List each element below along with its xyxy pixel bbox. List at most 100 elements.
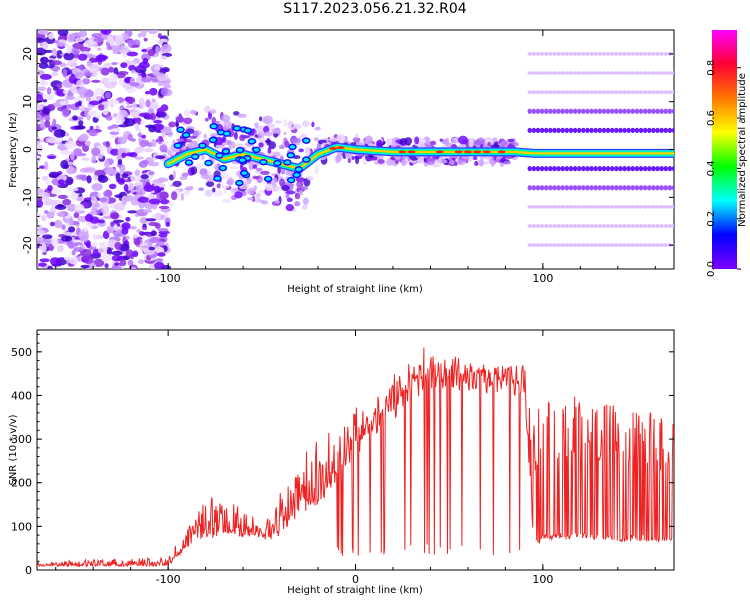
spectral-blob: [212, 187, 216, 193]
spectral-blob: [476, 137, 486, 145]
noise-blob: [70, 151, 75, 161]
noise-blob: [117, 159, 123, 165]
harmonic-mark: [585, 127, 590, 133]
harmonic-mark: [614, 205, 619, 209]
noise-blob: [147, 107, 155, 114]
x-tick-label: 100: [532, 272, 553, 285]
spectral-blob: [272, 151, 281, 158]
harmonic-mark: [544, 185, 549, 191]
harmonic-mark: [535, 71, 541, 75]
harmonic-mark: [560, 127, 565, 133]
harmonic-mark: [568, 166, 574, 172]
harmonic-mark: [572, 185, 578, 191]
bright-blob: [263, 175, 273, 183]
noise-blob: [91, 155, 97, 164]
noise-blob: [57, 30, 69, 37]
harmonic-mark: [659, 205, 664, 209]
harmonic-mark: [581, 90, 586, 94]
harmonic-mark: [655, 127, 660, 133]
harmonic-mark: [671, 185, 674, 191]
harmonic-mark: [618, 166, 623, 172]
noise-blob: [57, 194, 68, 200]
harmonic-mark: [597, 243, 603, 247]
noise-blob: [61, 224, 66, 231]
harmonic-mark: [638, 243, 644, 247]
spectral-blob: [272, 186, 280, 192]
harmonic-mark: [589, 166, 594, 172]
harmonic-mark: [647, 205, 652, 209]
noise-blob: [37, 111, 41, 117]
spectral-blob: [271, 177, 278, 184]
noise-blob: [85, 94, 92, 102]
noise-blob: [44, 92, 54, 101]
harmonic-mark: [544, 243, 549, 247]
noise-blob: [109, 131, 120, 135]
harmonic-mark: [568, 205, 574, 209]
harmonic-mark: [618, 108, 623, 114]
harmonic-mark: [552, 243, 557, 247]
spectrogram-blobs: [37, 30, 674, 269]
harmonic-mark: [614, 127, 619, 133]
harmonic-mark: [572, 90, 578, 94]
noise-blob: [120, 62, 128, 69]
noise-blob: [61, 108, 70, 118]
bright-blob: [209, 123, 219, 130]
bright-blob: [181, 131, 191, 139]
noise-blob: [105, 141, 110, 148]
harmonic-mark: [568, 243, 574, 247]
noise-blob: [37, 116, 44, 123]
noise-blob: [117, 124, 129, 128]
noise-blob: [97, 192, 102, 198]
harmonic-mark: [585, 90, 590, 94]
harmonic-mark: [576, 71, 582, 75]
noise-blob: [130, 266, 137, 269]
spectral-blob: [337, 150, 342, 159]
y-tick-label: 500: [11, 346, 32, 359]
harmonic-mark: [647, 71, 652, 75]
spectrogram-marks: [37, 30, 674, 269]
harmonic-mark: [552, 205, 557, 209]
noise-blob: [42, 234, 53, 240]
spectral-blob: [263, 115, 273, 125]
spectral-blob: [230, 190, 236, 194]
noise-blob: [108, 183, 117, 190]
harmonic-mark: [642, 166, 648, 172]
harmonic-mark: [605, 243, 611, 247]
harmonic-mark: [622, 90, 627, 94]
noise-blob: [62, 198, 72, 206]
noise-blob: [45, 178, 50, 186]
spectral-blob: [204, 117, 209, 122]
harmonic-mark: [572, 205, 578, 209]
harmonic-mark: [527, 243, 532, 247]
noise-blob: [117, 136, 127, 145]
spectral-blob: [295, 177, 306, 182]
bright-blob: [204, 159, 213, 167]
harmonic-mark: [626, 205, 631, 209]
harmonic-mark: [601, 108, 607, 114]
noise-blob: [140, 159, 149, 165]
harmonic-mark: [593, 185, 598, 191]
snr-xlabel: Height of straight line (km): [287, 585, 423, 596]
noise-blob: [112, 219, 125, 223]
ridge-peak: [336, 146, 345, 149]
noise-blob: [111, 61, 118, 66]
y-tick-label: 200: [11, 477, 32, 490]
spectral-blob: [474, 160, 479, 166]
spectral-blob: [287, 183, 295, 187]
spectral-blob: [190, 140, 197, 149]
noise-blob: [98, 154, 103, 160]
harmonic-mark: [576, 108, 582, 114]
spectral-blob: [478, 158, 484, 167]
spectral-blob: [221, 198, 231, 203]
noise-blob: [137, 196, 150, 203]
harmonic-mark: [638, 185, 644, 191]
spectral-blob: [468, 139, 474, 148]
spectral-blob: [285, 190, 296, 195]
spectral-blob: [168, 174, 175, 181]
harmonic-mark: [576, 224, 582, 228]
snr-ylabel: SNR (10 * v/v): [8, 414, 19, 485]
bright-blob: [198, 142, 207, 149]
harmonic-mark: [651, 90, 656, 94]
noise-blob: [78, 64, 84, 71]
spectral-blob: [281, 184, 290, 192]
